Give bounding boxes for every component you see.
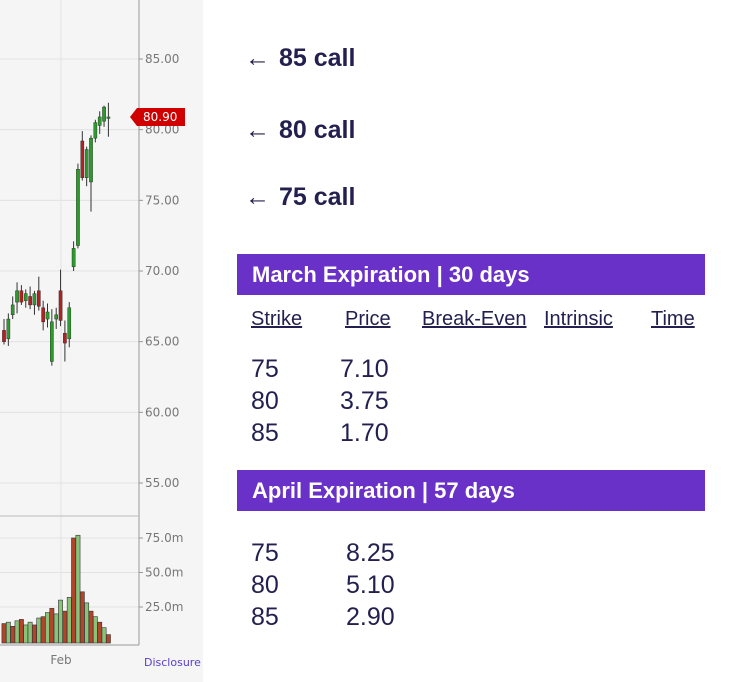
volume-bar — [71, 537, 76, 644]
volume-bar — [49, 608, 55, 644]
volume-bar — [23, 624, 29, 644]
y-tick-label: 80.00 — [145, 123, 179, 137]
april-strike-cell: 85 — [251, 603, 279, 631]
candle-body — [54, 314, 58, 320]
candle-body — [63, 332, 67, 344]
april-strike-cell: 75 — [251, 539, 279, 567]
candle-body — [97, 116, 102, 126]
volume-bar — [84, 602, 90, 644]
call-label-80: ← 80 call — [245, 116, 355, 145]
last-price-label: 80.90 — [143, 110, 177, 124]
call-label-85: ← 85 call — [245, 44, 355, 73]
candle-body — [2, 330, 6, 342]
volume-bar — [14, 620, 20, 644]
candle-body — [80, 140, 85, 178]
y-tick-label: 65.00 — [145, 335, 179, 349]
y-tick-label: 75.00 — [145, 193, 179, 207]
volume-bar — [1, 623, 7, 644]
april-price-cell: 5.10 — [346, 571, 395, 599]
candle-body — [93, 122, 98, 139]
candle-body — [28, 296, 32, 306]
disclosure-link[interactable]: Disclosure — [144, 656, 201, 669]
volume-tick-label: 50.0m — [145, 566, 183, 580]
left-arrow-icon: ← — [245, 116, 270, 144]
volume-tick-label: 25.0m — [145, 600, 183, 614]
march-strike-cell: 80 — [251, 387, 279, 415]
y-tick-label: 55.00 — [145, 476, 179, 490]
volume-bar — [58, 599, 63, 644]
volume-bar — [62, 610, 68, 644]
y-tick-label: 85.00 — [145, 52, 179, 66]
column-header-strike: Strike — [251, 308, 303, 330]
y-tick-label: 70.00 — [145, 264, 179, 278]
candle-body — [32, 293, 37, 306]
volume-tick-label: 75.0m — [145, 531, 183, 545]
volume-bar — [75, 534, 81, 644]
candle-body — [41, 307, 45, 323]
column-header-time: Time — [651, 308, 695, 330]
april-price-cell: 2.90 — [346, 603, 395, 631]
candle-body — [50, 321, 54, 362]
call-text: 75 call — [279, 183, 356, 211]
candle-body — [67, 307, 72, 340]
volume-bar — [66, 597, 72, 644]
stock-chart-panel[interactable]: 85.00 80.00 75.00 70.00 65.00 60.00 55.00 75.0… — [0, 0, 203, 682]
volume-bar — [18, 619, 24, 644]
candle-body — [15, 290, 19, 303]
volume-bar — [36, 617, 42, 644]
candle-body — [102, 106, 106, 122]
column-header-price: Price — [345, 308, 391, 330]
volume-bar — [101, 627, 107, 644]
last-price-tag: 80.90 — [130, 107, 185, 126]
left-arrow-icon: ← — [245, 183, 270, 211]
candle-body — [6, 318, 11, 340]
candle-body — [76, 169, 80, 246]
y-tick-label: 60.00 — [145, 405, 179, 419]
column-header-break-even: Break-Even — [422, 308, 527, 330]
x-tick-label: Feb — [50, 653, 71, 667]
call-label-75: ← 75 call — [245, 183, 355, 212]
column-header-intrinsic: Intrinsic — [544, 308, 613, 330]
march-expiration-header: March Expiration | 30 days — [237, 254, 705, 295]
march-price-cell: 3.75 — [340, 387, 389, 415]
volume-bar — [32, 624, 37, 644]
candle-body — [58, 290, 63, 321]
candle-body — [71, 248, 76, 267]
candle-body — [19, 290, 24, 303]
candle-body — [84, 149, 89, 178]
candle-body — [10, 304, 15, 316]
april-price-cell: 8.25 — [346, 539, 395, 567]
april-strike-cell: 80 — [251, 571, 279, 599]
march-strike-cell: 75 — [251, 355, 279, 383]
volume-bar — [79, 591, 85, 644]
call-text: 80 call — [279, 116, 356, 144]
volume-bar — [97, 621, 103, 644]
candle-body — [106, 116, 111, 119]
volume-bar — [5, 621, 11, 644]
volume-bar — [10, 626, 16, 644]
volume-bar — [45, 612, 50, 644]
candle-body — [23, 293, 28, 301]
call-text: 85 call — [279, 44, 356, 72]
volume-bar — [40, 616, 46, 644]
candlestick-chart: 85.00 80.00 75.00 70.00 65.00 60.00 55.00 75.0… — [0, 0, 201, 669]
volume-bar — [92, 616, 98, 644]
volume-bar — [27, 621, 33, 644]
left-arrow-icon: ← — [245, 44, 270, 72]
march-price-cell: 7.10 — [340, 355, 389, 383]
candle-body — [89, 137, 93, 183]
candle-body — [45, 311, 50, 320]
march-strike-cell: 85 — [251, 419, 279, 447]
candle-body — [37, 290, 41, 307]
april-expiration-header: April Expiration | 57 days — [237, 470, 705, 511]
volume-bar — [53, 613, 59, 644]
volume-bar — [88, 610, 94, 644]
march-price-cell: 1.70 — [340, 419, 389, 447]
volume-bar — [106, 634, 111, 644]
